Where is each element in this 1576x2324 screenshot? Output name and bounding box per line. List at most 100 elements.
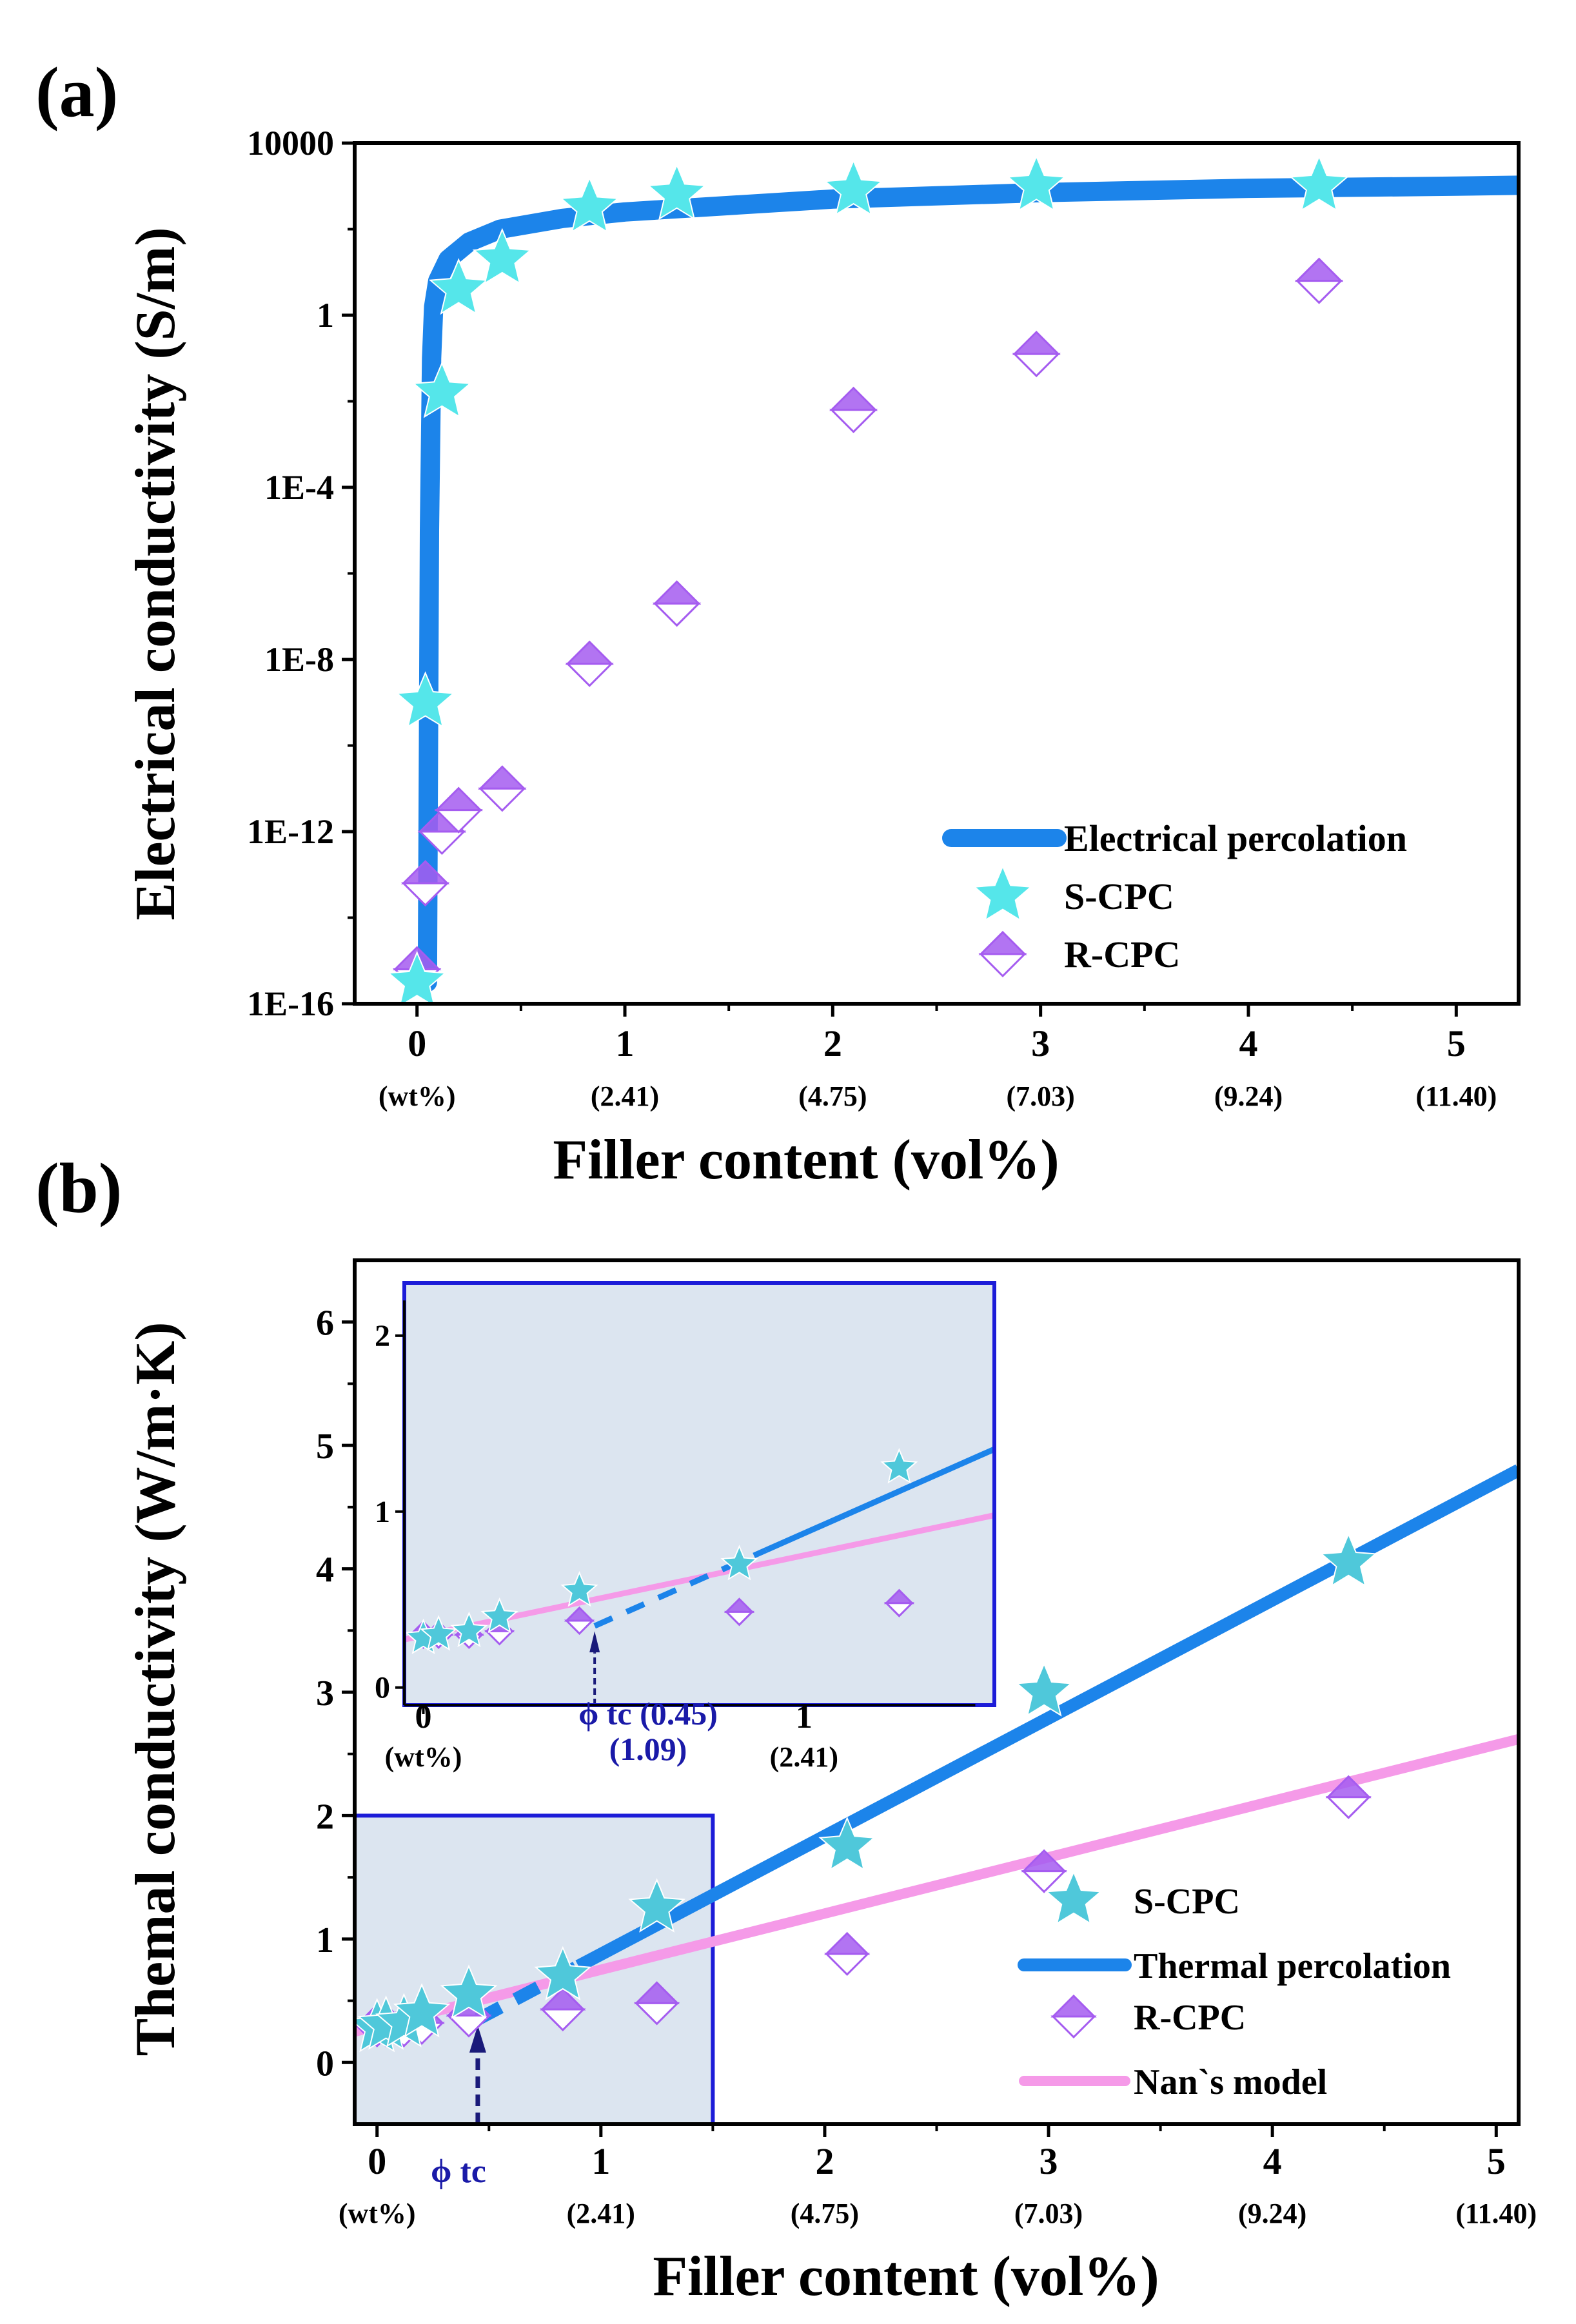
s-cpc-point [818, 1816, 876, 1871]
x-tick-label: 4 [1263, 2140, 1282, 2182]
x-tick-label: 3 [1039, 2140, 1058, 2182]
inset-y-tick-label: 2 [375, 1319, 390, 1353]
r-cpc-point-top [478, 765, 527, 790]
x-tick-sublabel: (4.75) [791, 2198, 859, 2229]
r-cpc-point-top [652, 580, 702, 605]
panel-b-plot-area [355, 1464, 1519, 2124]
inset-phi-tc-annotation: ϕ tc (0.45) [578, 1695, 718, 1732]
x-tick-sublabel: (wt%) [379, 1080, 456, 1112]
s-cpc-point [628, 1878, 685, 1933]
x-tick-sublabel: (2.41) [567, 2198, 635, 2229]
r-cpc-point-bottom [1021, 1870, 1067, 1893]
x-tick-label: 1 [616, 1022, 635, 1064]
r-cpc-point [540, 1987, 586, 2032]
x-tick-sublabel: (2.41) [591, 1080, 659, 1112]
y-tick-label: 1 [316, 1920, 334, 1960]
s-cpc-point [440, 1964, 498, 2019]
s-cpc-point [428, 258, 489, 315]
y-tick-label: 6 [316, 1304, 334, 1343]
inset-r-cpc-point [724, 1597, 755, 1626]
s-cpc-point [1007, 155, 1067, 212]
inset-s-cpc-point [450, 1611, 488, 1648]
inset-s-cpc-point [880, 1447, 918, 1484]
r-cpc-point-bottom [1012, 353, 1061, 378]
x-tick-label: 0 [368, 2140, 386, 2182]
inset-s-cpc-point [420, 1615, 458, 1651]
r-cpc-point [652, 580, 702, 627]
inset: 0 1 2 0 (wt%) 1 (2.41) ϕ tc (0.45) (1.09) [375, 1281, 996, 1773]
r-cpc-point [565, 640, 614, 687]
legend-s-cpc-star-icon [972, 864, 1033, 922]
x-tick-sublabel: (wt%) [339, 2198, 416, 2229]
panel-b: (b) 0 (wt%) 1 (2.41) 2 (4.75) 3 (7.03) 4 (9.24) 5 (… [35, 1149, 1537, 2308]
s-cpc-point [1319, 1532, 1377, 1587]
s-cpc-point [1015, 1662, 1073, 1717]
panel-a-plot-area [387, 155, 1519, 1004]
s-cpc-point [823, 159, 883, 216]
electrical-percolation-curve [417, 175, 1519, 992]
legend-star [1045, 1870, 1103, 1925]
inset-s-cpc-point [560, 1571, 598, 1607]
y-tick-label: 5 [316, 1427, 334, 1467]
x-tick-label: 5 [1447, 1022, 1466, 1064]
inset-nans-model-line [404, 1512, 994, 1643]
inset-background [404, 1283, 994, 1705]
panel-a: (a) 0 (wt%) 1 (2.41) 2 (4.75) 3 (7.03) 4 (9.24) 5 (… [35, 53, 1521, 1191]
panel-a-label: (a) [35, 53, 118, 132]
legend-diamond-bottom [978, 953, 1027, 978]
inset-x-tick-sublabel: (wt%) [385, 1741, 462, 1773]
legend-diamond [1050, 1994, 1097, 2039]
legend-s-cpc-star-icon [1045, 1870, 1103, 1925]
x-tick-sublabel: (9.24) [1238, 2198, 1306, 2229]
r-cpc-point [1325, 1775, 1372, 1819]
zoom-region-box [355, 1813, 715, 2124]
inset-y-tick-label: 1 [375, 1495, 390, 1529]
x-tick-label: 3 [1031, 1022, 1050, 1064]
x-tick-sublabel: (9.24) [1214, 1080, 1283, 1112]
s-cpc-point [412, 361, 472, 418]
x-tick-sublabel: (11.40) [1455, 2198, 1537, 2229]
legend-r-cpc-label-b: R-CPC [1134, 1998, 1246, 2038]
y-tick-label: 0 [316, 2044, 334, 2084]
panel-b-x-axis-label: Filler content (vol%) [653, 2245, 1159, 2308]
inset-r-cpc-point-bottom [724, 1610, 755, 1626]
x-tick-label: 4 [1239, 1022, 1257, 1064]
r-cpc-point [1294, 257, 1344, 304]
panel-a-x-axis-label: Filler content (vol%) [553, 1129, 1059, 1191]
panel-a-y-axis-label: Electrical conductivity (S/m) [124, 227, 187, 920]
x-tick-sublabel: (7.03) [1007, 1080, 1075, 1112]
s-cpc-point [393, 1983, 451, 2038]
phi-tc-annotation: ϕ tc [431, 2153, 486, 2190]
inset-threshold-arrow-head [589, 1631, 600, 1653]
r-cpc-point-bottom [565, 663, 614, 687]
x-tick-sublabel: (4.75) [798, 1080, 867, 1112]
inset-r-cpc-point-bottom [883, 1602, 915, 1617]
x-tick-label: 2 [815, 2140, 834, 2182]
inset-r-cpc-point [564, 1606, 595, 1636]
r-cpc-point [1021, 1849, 1067, 1893]
inset-plot-area [404, 1283, 994, 1705]
inset-s-cpc-point [720, 1545, 758, 1581]
r-cpc-point-bottom [1325, 1796, 1372, 1819]
panel-b-label: (b) [35, 1149, 122, 1227]
legend-nans-model-label: Nan`s model [1134, 2062, 1327, 2102]
r-cpc-point [434, 786, 483, 834]
inset-r-cpc-point [883, 1588, 915, 1617]
r-cpc-point [478, 765, 527, 812]
legend-s-cpc-label-b: S-CPC [1134, 1882, 1240, 1922]
r-cpc-point [400, 859, 450, 907]
y-tick-label: 1E-16 [247, 984, 334, 1023]
r-cpc-point-bottom [478, 787, 527, 812]
y-tick-label: 1E-12 [247, 812, 334, 851]
panel-a-axes: 0 (wt%) 1 (2.41) 2 (4.75) 3 (7.03) 4 (9.24) 5 (11.4… [247, 124, 1497, 1112]
legend-diamond-bottom [1050, 2015, 1097, 2039]
r-cpc-point-top [565, 640, 614, 665]
r-cpc-point-top [434, 786, 483, 812]
y-tick-label: 1E-8 [264, 640, 334, 679]
s-cpc-point [647, 163, 707, 220]
x-tick-sublabel: (11.40) [1415, 1080, 1497, 1112]
inset-r-cpc-point-bottom [564, 1619, 595, 1636]
y-tick-label: 1 [317, 296, 334, 335]
r-cpc-point-bottom [417, 830, 466, 855]
